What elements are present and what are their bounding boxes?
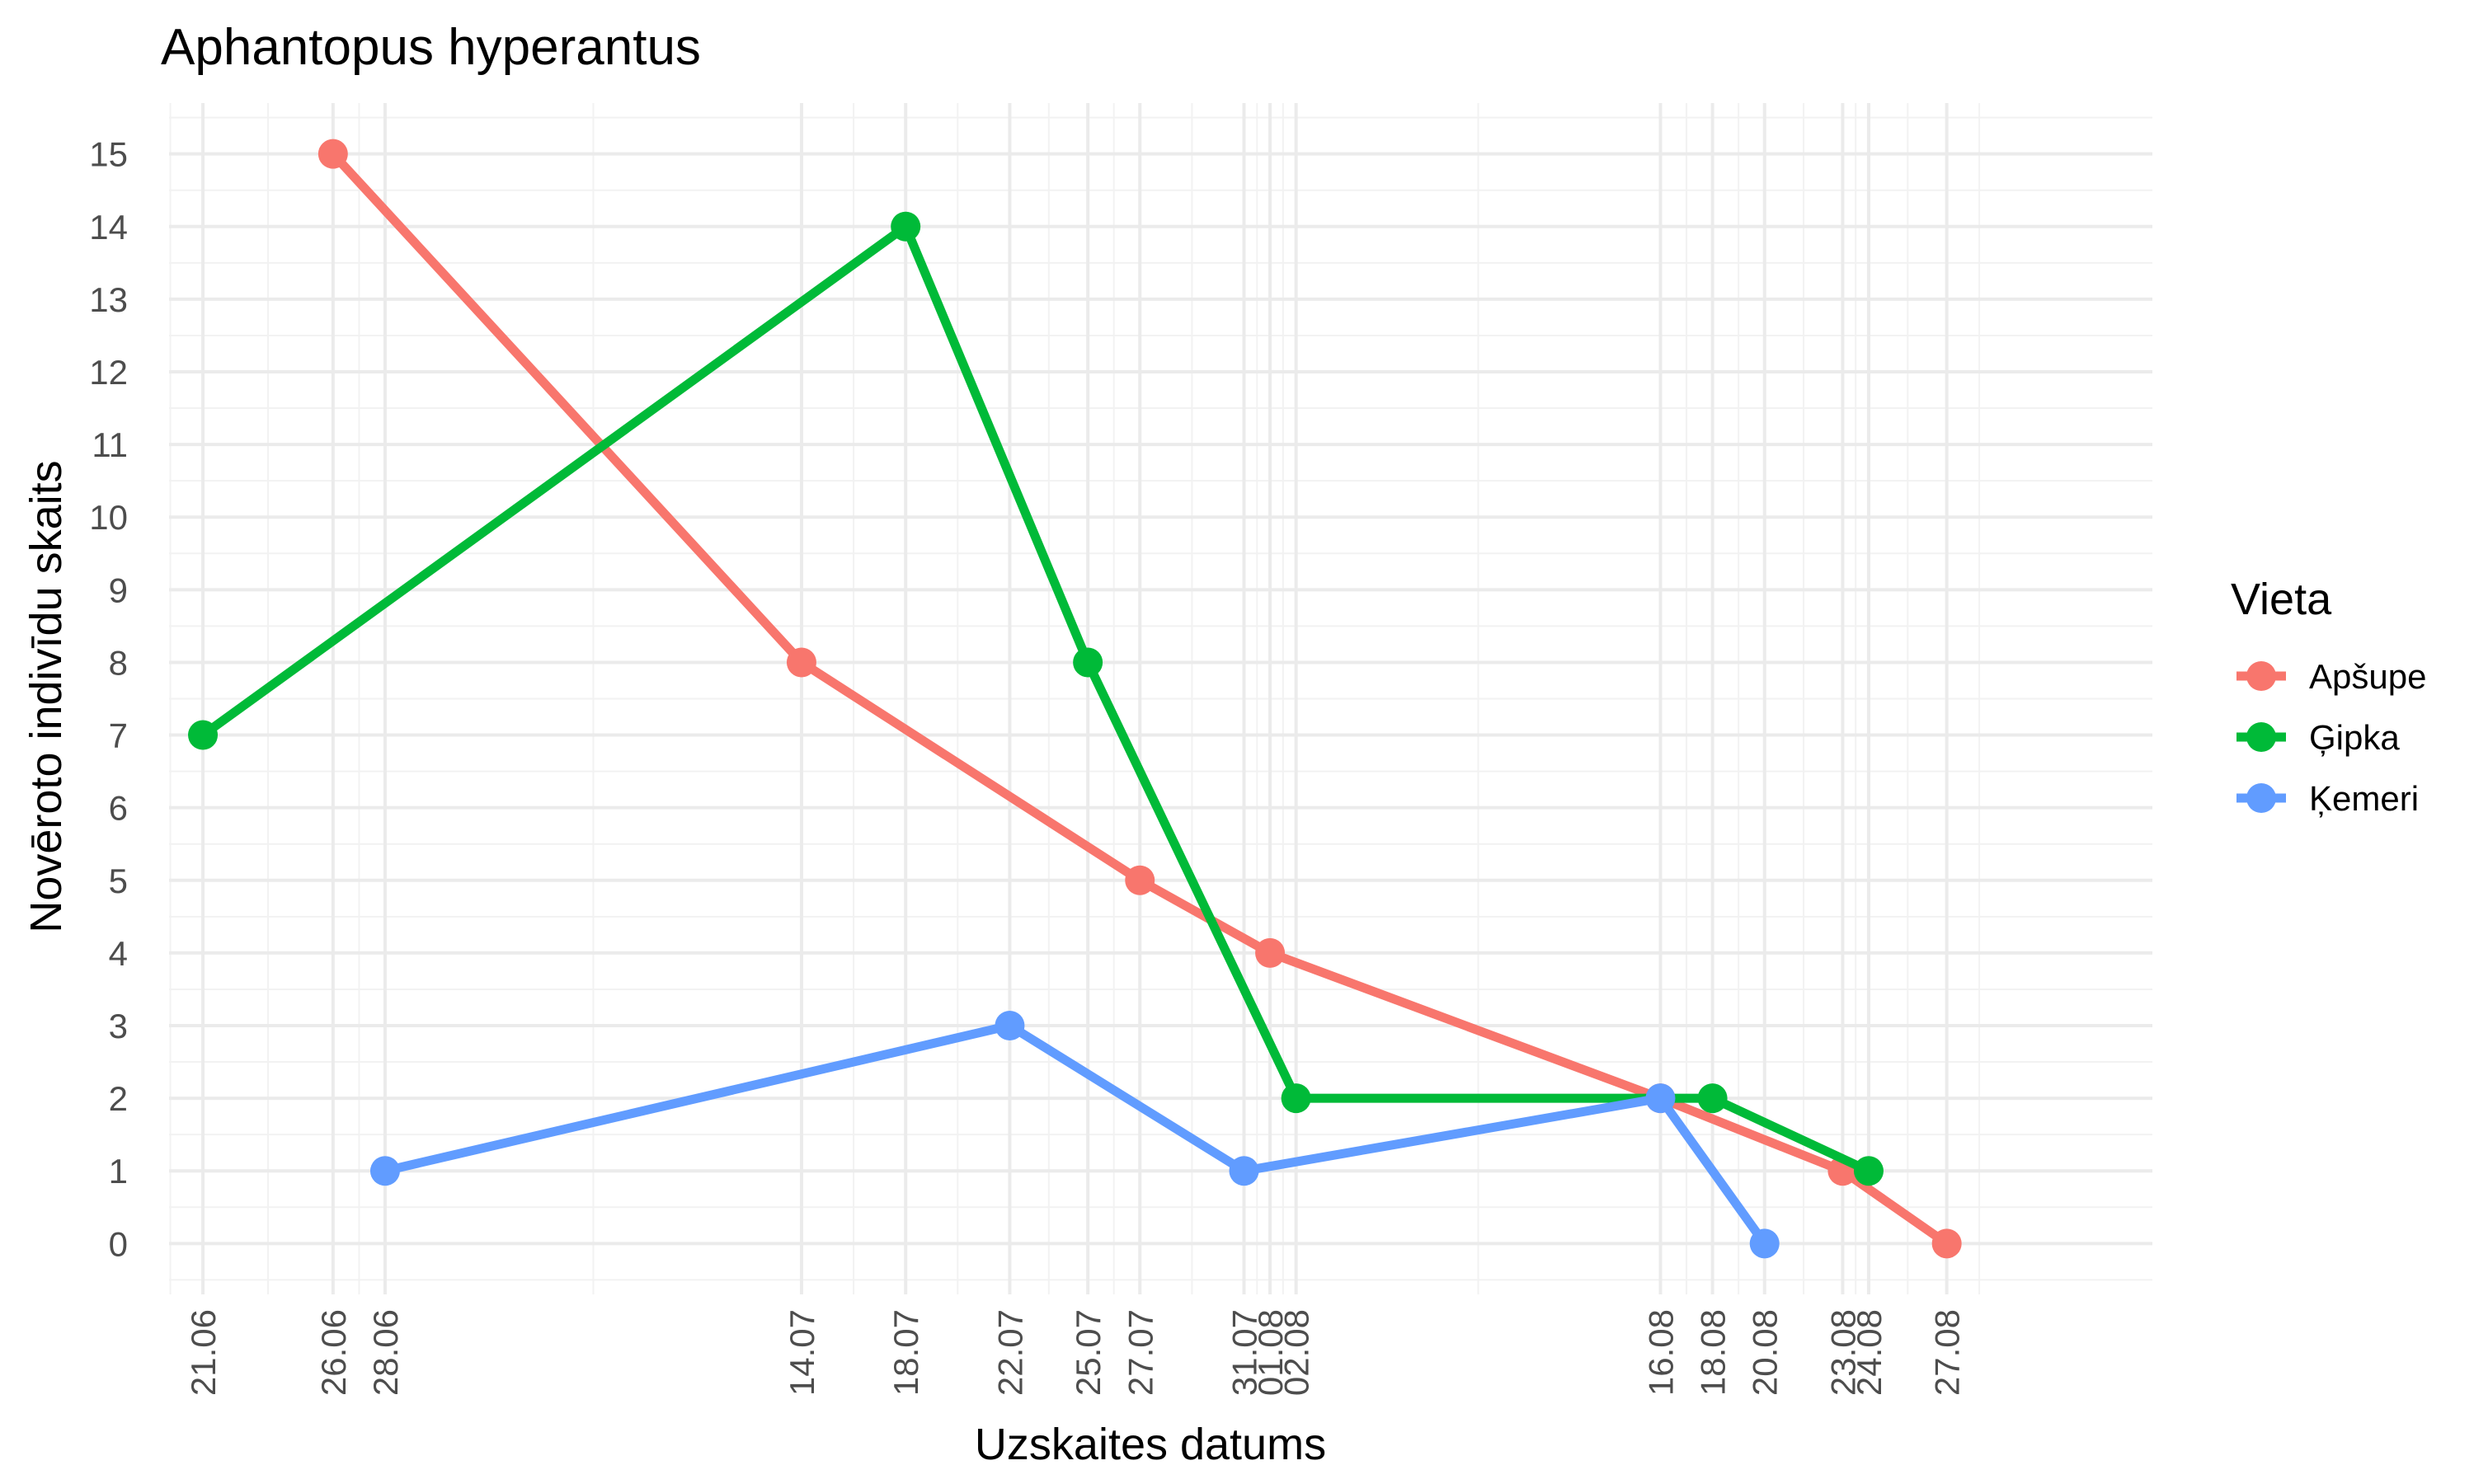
data-point (1229, 1156, 1259, 1186)
y-tick-label: 9 (109, 571, 128, 609)
legend-label: Ģipka (2309, 718, 2400, 757)
x-tick-label: 18.08 (1694, 1309, 1733, 1396)
legend-key-point (2246, 722, 2276, 752)
legend-label: Apšupe (2309, 657, 2426, 696)
y-tick-label: 8 (109, 643, 128, 682)
legend: Vieta Apšupe Ģipka Ķemeri (2231, 575, 2426, 818)
legend-label: Ķemeri (2309, 779, 2419, 818)
data-point (1931, 1228, 1962, 1259)
x-tick-label: 31.07 (1225, 1309, 1263, 1396)
x-tick-label: 01.08 (1251, 1309, 1290, 1396)
y-tick-label: 11 (92, 425, 128, 464)
legend-key-point (2246, 661, 2276, 691)
x-tick-label: 28.06 (366, 1309, 405, 1396)
x-axis-title: Uzskaites datums (975, 1420, 1326, 1469)
y-tick-label: 13 (89, 280, 128, 319)
y-tick-label: 2 (109, 1079, 128, 1118)
y-tick-label: 5 (109, 862, 128, 900)
x-tick-labels: 21.06 26.06 28.06 14.07 18.07 22.07 25.07 27.07… (184, 1309, 1967, 1396)
chart-title: Aphantopus hyperantus (161, 19, 701, 76)
y-tick-label: 6 (109, 789, 128, 828)
data-point (1697, 1083, 1728, 1114)
legend-key-point (2246, 783, 2276, 813)
x-tick-label: 23.08 (1823, 1309, 1862, 1396)
y-tick-label: 7 (109, 716, 128, 755)
x-tick-label: 20.08 (1746, 1309, 1785, 1396)
data-point (891, 211, 921, 242)
legend-item: Ķemeri (2236, 779, 2419, 818)
y-tick-label: 10 (89, 498, 128, 537)
y-tick-label: 0 (109, 1224, 128, 1263)
series-layer (188, 139, 1962, 1259)
x-tick-label: 22.07 (990, 1309, 1029, 1396)
data-point (1853, 1156, 1884, 1186)
y-tick-label: 4 (109, 934, 128, 973)
data-point (995, 1010, 1025, 1040)
y-tick-label: 14 (89, 208, 128, 247)
y-tick-label: 12 (89, 353, 128, 392)
x-tick-label: 14.07 (783, 1309, 821, 1396)
x-tick-label: 02.08 (1277, 1309, 1316, 1396)
data-point (1125, 865, 1155, 895)
y-axis-title: Novēroto indivīdu skaits (21, 460, 71, 932)
data-point (1281, 1083, 1311, 1114)
data-point (188, 720, 219, 750)
data-point (1255, 937, 1286, 968)
y-tick-label: 1 (109, 1152, 128, 1190)
grid (169, 103, 2152, 1294)
data-point (1749, 1228, 1780, 1259)
data-point (317, 139, 348, 169)
data-point (369, 1156, 400, 1186)
legend-item: Apšupe (2236, 657, 2426, 696)
x-tick-label: 21.06 (184, 1309, 223, 1396)
legend-title: Vieta (2231, 575, 2332, 624)
x-tick-label: 26.06 (314, 1309, 353, 1396)
data-point (1645, 1083, 1676, 1114)
x-tick-label: 25.07 (1069, 1309, 1108, 1396)
legend-item: Ģipka (2236, 718, 2400, 757)
data-point (786, 647, 816, 678)
data-point (1073, 647, 1103, 678)
series-Ķemeri (369, 1010, 1780, 1259)
x-tick-label: 27.08 (1928, 1309, 1967, 1396)
x-tick-label: 24.08 (1850, 1309, 1888, 1396)
y-tick-label: 15 (89, 135, 128, 174)
x-tick-label: 16.08 (1641, 1309, 1680, 1396)
x-tick-label: 18.07 (887, 1309, 925, 1396)
series-Ģipka (188, 211, 1884, 1186)
series-line (200, 222, 1871, 1176)
y-tick-label: 3 (109, 1007, 128, 1045)
x-tick-label: 27.07 (1121, 1309, 1159, 1396)
